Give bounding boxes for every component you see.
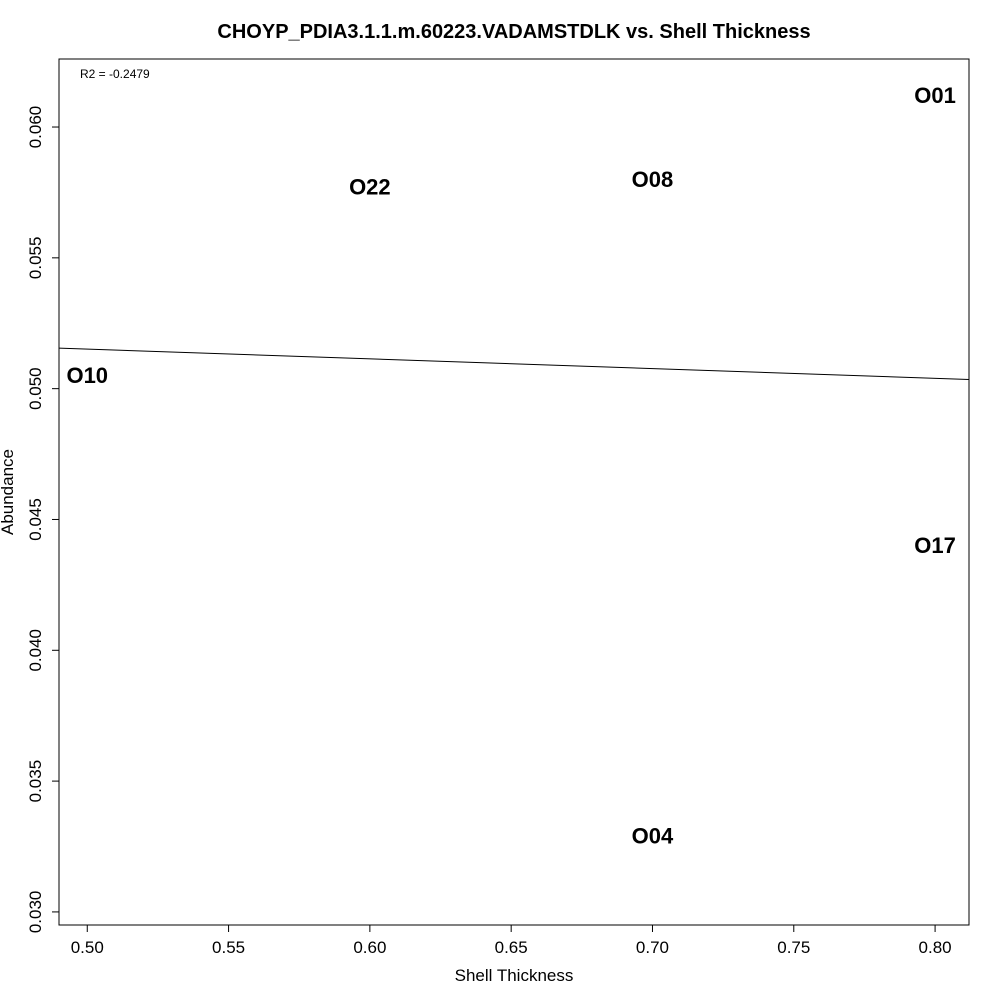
- x-tick-label: 0.75: [777, 938, 810, 957]
- y-tick-label: 0.050: [26, 367, 45, 410]
- regression-line: [58, 347, 970, 380]
- x-axis: 0.50 0.55 0.60 0.65 0.70 0.75 0.80: [71, 925, 952, 957]
- y-tick-label: 0.060: [26, 106, 45, 149]
- x-tick-label: 0.80: [919, 938, 952, 957]
- x-tick-label: 0.70: [636, 938, 669, 957]
- x-tick-label: 0.55: [212, 938, 245, 957]
- point-label: O01: [914, 83, 956, 108]
- y-tick-label: 0.045: [26, 498, 45, 541]
- point-label: O22: [349, 175, 391, 200]
- x-tick-label: 0.50: [71, 938, 104, 957]
- y-tick-label: 0.040: [26, 629, 45, 672]
- y-tick-label: 0.055: [26, 237, 45, 280]
- data-points: O01 O22 O08 O10 O17 O04: [66, 83, 955, 848]
- point-label: O04: [632, 824, 674, 849]
- plot-frame: [58, 58, 970, 926]
- point-label: O17: [914, 533, 956, 558]
- chart-title: CHOYP_PDIA3.1.1.m.60223.VADAMSTDLK vs. S…: [217, 21, 810, 43]
- y-axis-label: Abundance: [0, 449, 17, 535]
- y-tick-label: 0.030: [26, 891, 45, 934]
- y-tick-label: 0.035: [26, 760, 45, 803]
- point-label: O10: [66, 363, 108, 388]
- x-axis-label: Shell Thickness: [455, 966, 574, 985]
- x-tick-label: 0.65: [495, 938, 528, 957]
- r2-annotation: R2 = -0.2479: [80, 67, 150, 81]
- y-axis: 0.030 0.035 0.040 0.045 0.050 0.055 0.060: [26, 106, 59, 933]
- point-label: O08: [632, 167, 674, 192]
- x-tick-label: 0.60: [353, 938, 386, 957]
